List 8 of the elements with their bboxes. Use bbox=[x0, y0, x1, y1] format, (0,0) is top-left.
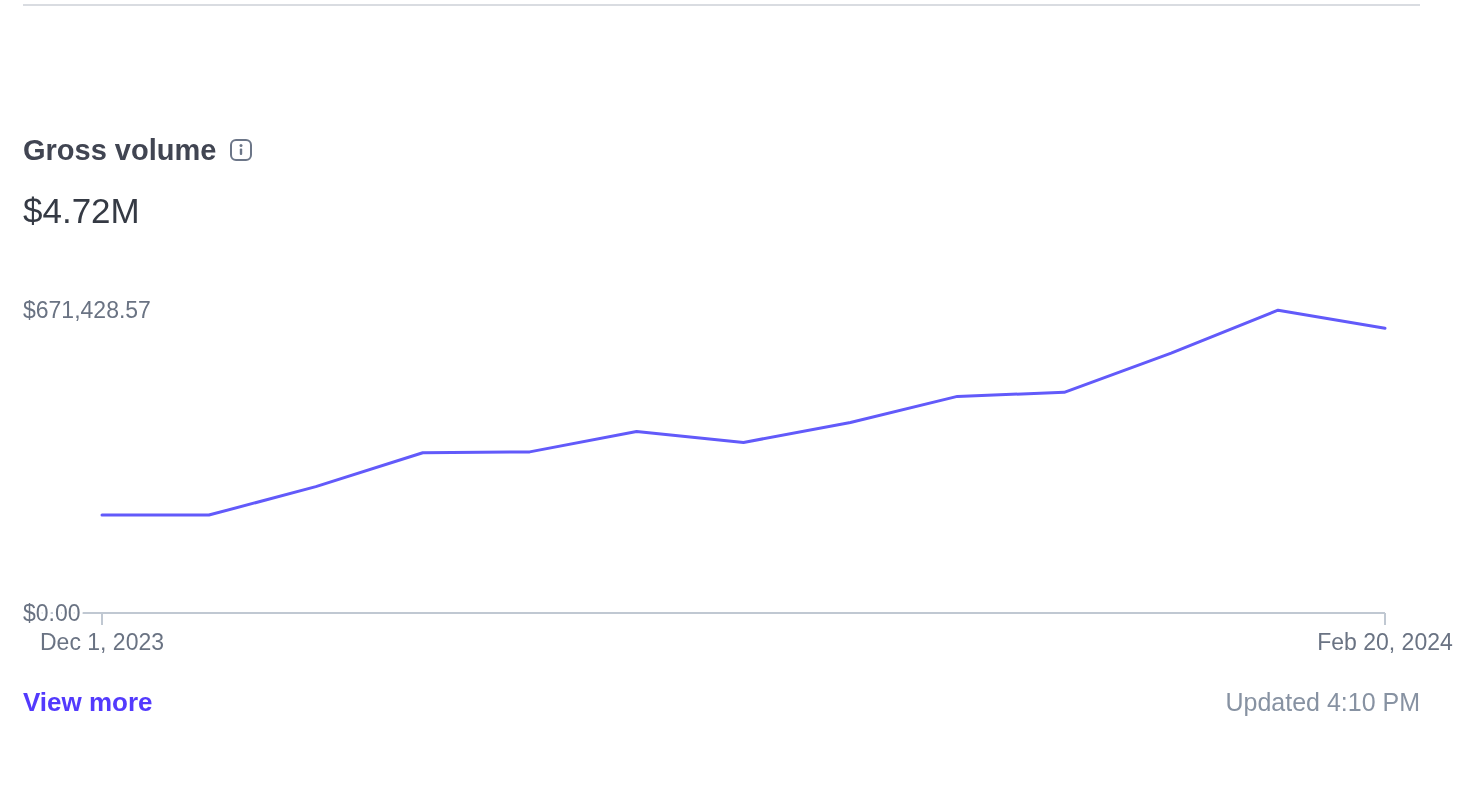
y-tick-label: $671,428.57 bbox=[23, 297, 151, 323]
chart-title: Gross volume bbox=[23, 133, 217, 167]
x-tick-label: Dec 1, 2023 bbox=[39, 629, 165, 655]
x-tick-label: Feb 20, 2024 bbox=[1317, 629, 1453, 655]
text: View more bbox=[23, 686, 153, 718]
y-tick-label: $0.00 bbox=[23, 600, 81, 626]
text: Updated 4:10 PM bbox=[1225, 687, 1420, 718]
chart-subtitle: $4.72M bbox=[23, 190, 140, 232]
